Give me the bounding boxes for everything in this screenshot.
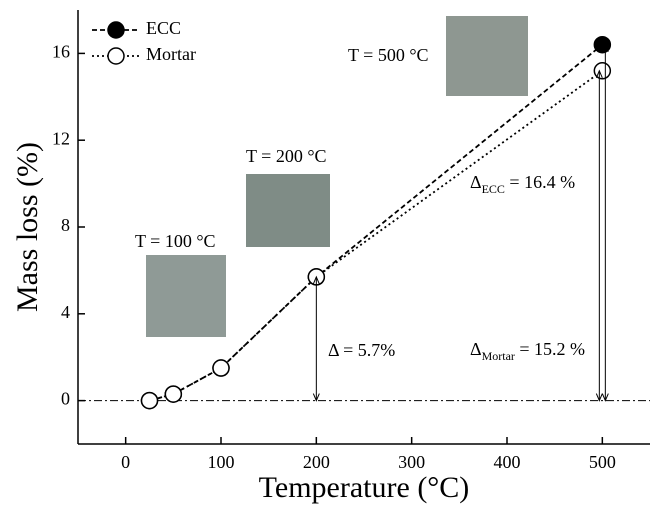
chart: Temperature (°C) Mass loss (%) 0 100 200 30… [0, 0, 651, 508]
legend-label: Mortar [146, 44, 196, 64]
annotation: T = 500 °C [348, 45, 429, 65]
annotation: T = 100 °C [135, 231, 216, 251]
annotation-text: Δ [470, 172, 482, 192]
y-tick-label: 8 [61, 215, 70, 235]
annotation: Δ = 5.7% [328, 340, 395, 360]
y-tick-label: 0 [61, 389, 70, 409]
photo [246, 174, 330, 247]
annotation-rest: = 16.4 % [505, 172, 575, 192]
y-axis-label: Mass loss (%) [11, 142, 44, 312]
marker [213, 360, 229, 376]
page: Temperature (°C) Mass loss (%) 0 100 200 30… [0, 0, 651, 508]
annotation-text: T = 200 °C [246, 146, 327, 166]
legend-marker [108, 22, 124, 38]
annotation-rest: = 15.2 % [515, 339, 585, 359]
y-tick-label: 16 [52, 42, 70, 62]
legend-marker [108, 48, 124, 64]
legend-label: ECC [146, 18, 181, 38]
annotation: ΔMortar = 15.2 % [470, 339, 585, 363]
x-tick-label: 300 [398, 452, 425, 472]
x-tick-label: 500 [589, 452, 616, 472]
annotation-sub: ECC [482, 182, 505, 196]
annotation-sub: Mortar [482, 349, 515, 363]
photo [146, 255, 226, 337]
marker [142, 393, 158, 409]
photo [446, 16, 528, 96]
marker [165, 386, 181, 402]
annotation-text: Δ [470, 339, 482, 359]
x-axis-label: Temperature (°C) [259, 471, 470, 504]
x-tick-label: 400 [494, 452, 521, 472]
annotation-text: Δ = 5.7% [328, 340, 395, 360]
x-tick-label: 200 [303, 452, 330, 472]
annotation: ΔECC = 16.4 % [470, 172, 575, 196]
y-tick-label: 4 [61, 302, 70, 322]
y-tick-label: 12 [52, 128, 70, 148]
annotation-text: T = 500 °C [348, 45, 429, 65]
annotation: T = 200 °C [246, 146, 327, 166]
x-tick-label: 100 [208, 452, 235, 472]
annotation-text: T = 100 °C [135, 231, 216, 251]
x-tick-label: 0 [121, 452, 130, 472]
